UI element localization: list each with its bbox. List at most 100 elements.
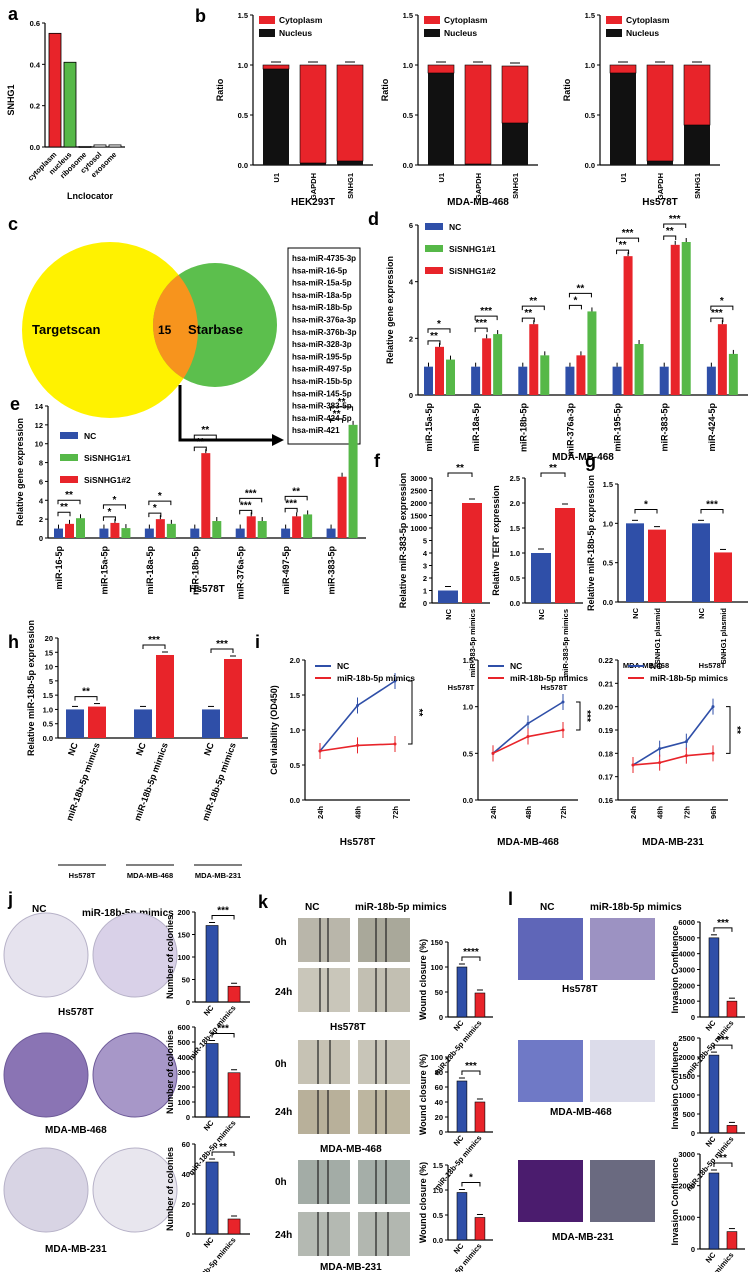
k-cell-hs578t: Hs578T [330,1022,366,1033]
i1-legend-label: miR-18b-5p mimics [337,673,415,683]
i2-title: MDA-MB-468 [497,837,559,848]
chart-i-mda-mb-468: 0.0 0.5 1.0 1.5 NC miR-18b-5p mimics 24h 48h 72h… [463,656,592,848]
chart-i-hs578t: 0.0 0.5 1.0 1.5 2.0 Cell viability (OD450) NC m… [269,656,424,848]
j2-ytick-label: 400 [177,1053,190,1062]
b2-bar-cytoplasm [427,64,455,74]
l3-bar-miR-18b-5p mimics [726,1231,738,1250]
e-ylabel: Relative gene expression [15,418,25,526]
panel-label-e: e [10,394,20,414]
h-sig-bracket [74,696,98,701]
k1-ytick-label: 100 [430,963,443,972]
e-bar-NC [235,528,245,538]
l1-ytick-label: 1000 [678,997,695,1006]
i1-ytick-label: 1.5 [290,691,300,700]
e-sig-bracket [102,504,126,509]
d-legend-label: NC [449,222,461,232]
k2-bar-NC [456,1080,468,1133]
e-sig-bracket [284,507,298,513]
l1-ytick-label: 0 [691,1013,695,1022]
e-bar-SiSNHG1#1 [212,521,222,538]
k3-xtick-label: NC [452,1241,466,1256]
e-sig-stars: ** [338,397,346,408]
e-sig-bracket [148,512,162,518]
e-sig-stars: ** [60,502,68,513]
j3-ytick-label: 0 [186,1230,190,1239]
j2-ytick-label: 0 [186,1113,190,1122]
colony-images: NC miR-18b-5p mimics Hs578T MDA-MB-468 M… [3,904,178,1255]
d-sig-stars: ** [619,240,627,251]
colony-dish-mimics-hs578t [92,912,178,998]
b1-ytick-label: 0.5 [238,111,248,120]
j2-ytick-label: 600 [177,1023,190,1032]
b2-bar-nucleus [465,164,491,165]
f1-ytick-label: 1000 [410,524,427,533]
i2-sig-stars: *** [581,710,592,722]
invasion-img-nc-mda-mb-468 [518,1040,583,1102]
l1-ytick-label: 3000 [678,966,695,975]
j3-xtick-label: NC [202,1235,216,1250]
b1-xtick-label: SNHG1 [346,173,355,199]
b3-bar-cytoplasm [646,64,674,162]
e-xtick-label: miR-16-5p [54,546,64,590]
b3-xtick-label: U1 [619,173,628,183]
e-sig-stars: ** [196,437,204,448]
i2-point [491,751,495,755]
d-bar-NC [424,366,433,395]
j1-ytick-label: 150 [177,931,190,940]
k2-ytick-label: 60 [435,1083,443,1092]
i1-ytick-label: 0.0 [290,796,300,805]
f2-ytick-label: 0.5 [510,574,520,583]
j1-ytick-label: 0 [186,998,190,1007]
e-bar-NC [54,528,63,538]
l3-ytick-label: 2000 [678,1182,695,1191]
i1-xtick-label: 24h [316,806,325,819]
panel-label-k: k [258,892,269,912]
e-bar-SiSNHG1#2 [292,516,302,538]
k2-xtick-label: NC [452,1133,466,1148]
d-xtick-label: miR-195-5p [613,402,623,451]
k-label-24h-1: 24h [275,987,292,998]
d-bar-NC [706,366,716,395]
k3-bar-NC [456,1192,468,1241]
k2-sig-stars: *** [465,1061,477,1072]
wound-img-nc-24h-1 [298,968,350,1012]
b1-xtick-label: U1 [272,173,281,183]
e-ytick-label: 0 [39,534,43,543]
e-sig-stars: ** [65,490,73,501]
panel-label-l: l [508,889,513,909]
j2-ytick-label: 300 [177,1068,190,1077]
k-label-0h-1: 0h [275,937,287,948]
j2-ytick-label: 200 [177,1083,190,1092]
e-legend-label: SiSNHG1#1 [84,453,131,463]
g-bar-SNHG1 plasmid [714,552,732,602]
k2-ytick-label: 100 [430,1053,443,1062]
i2-ytick-label: 0.5 [463,749,473,758]
b2-legend-swatch-nucleus [424,29,440,37]
d-bar-SiSNHG1#2 [717,324,727,395]
b2-legend-cytoplasm: Cytoplasm [444,15,488,25]
mirna-list-item: hsa-miR-145-5p [292,389,352,398]
b1-ytick-label: 1.0 [238,61,248,70]
i2-xtick-label: 48h [524,806,533,819]
h-ytick-label: 5 [49,677,53,686]
a-ytick-label: 0.0 [30,143,40,152]
i3-ytick-label: 0.20 [598,703,613,712]
l2-sig-stars: *** [717,1035,729,1046]
i1-point [393,742,397,746]
f2-ytick-label: 1.0 [510,549,520,558]
j1-sig-stars: *** [217,906,229,917]
j1-sig-bracket [211,915,235,920]
i3-ytick-label: 0.21 [598,679,613,688]
b1-legend-nucleus: Nucleus [279,28,312,38]
k3-sig-stars: * [469,1173,473,1184]
g-ytick-label: 0.5 [603,559,613,568]
d-sig-bracket [568,292,592,298]
i2-sig-bracket [576,701,581,731]
i3-ytick-label: 0.18 [598,749,613,758]
k3-sig-bracket [461,1182,481,1187]
l1-ytick-label: 5000 [678,934,695,943]
i3-title: MDA-MB-231 [642,837,704,848]
i1-title: Hs578T [340,837,376,848]
